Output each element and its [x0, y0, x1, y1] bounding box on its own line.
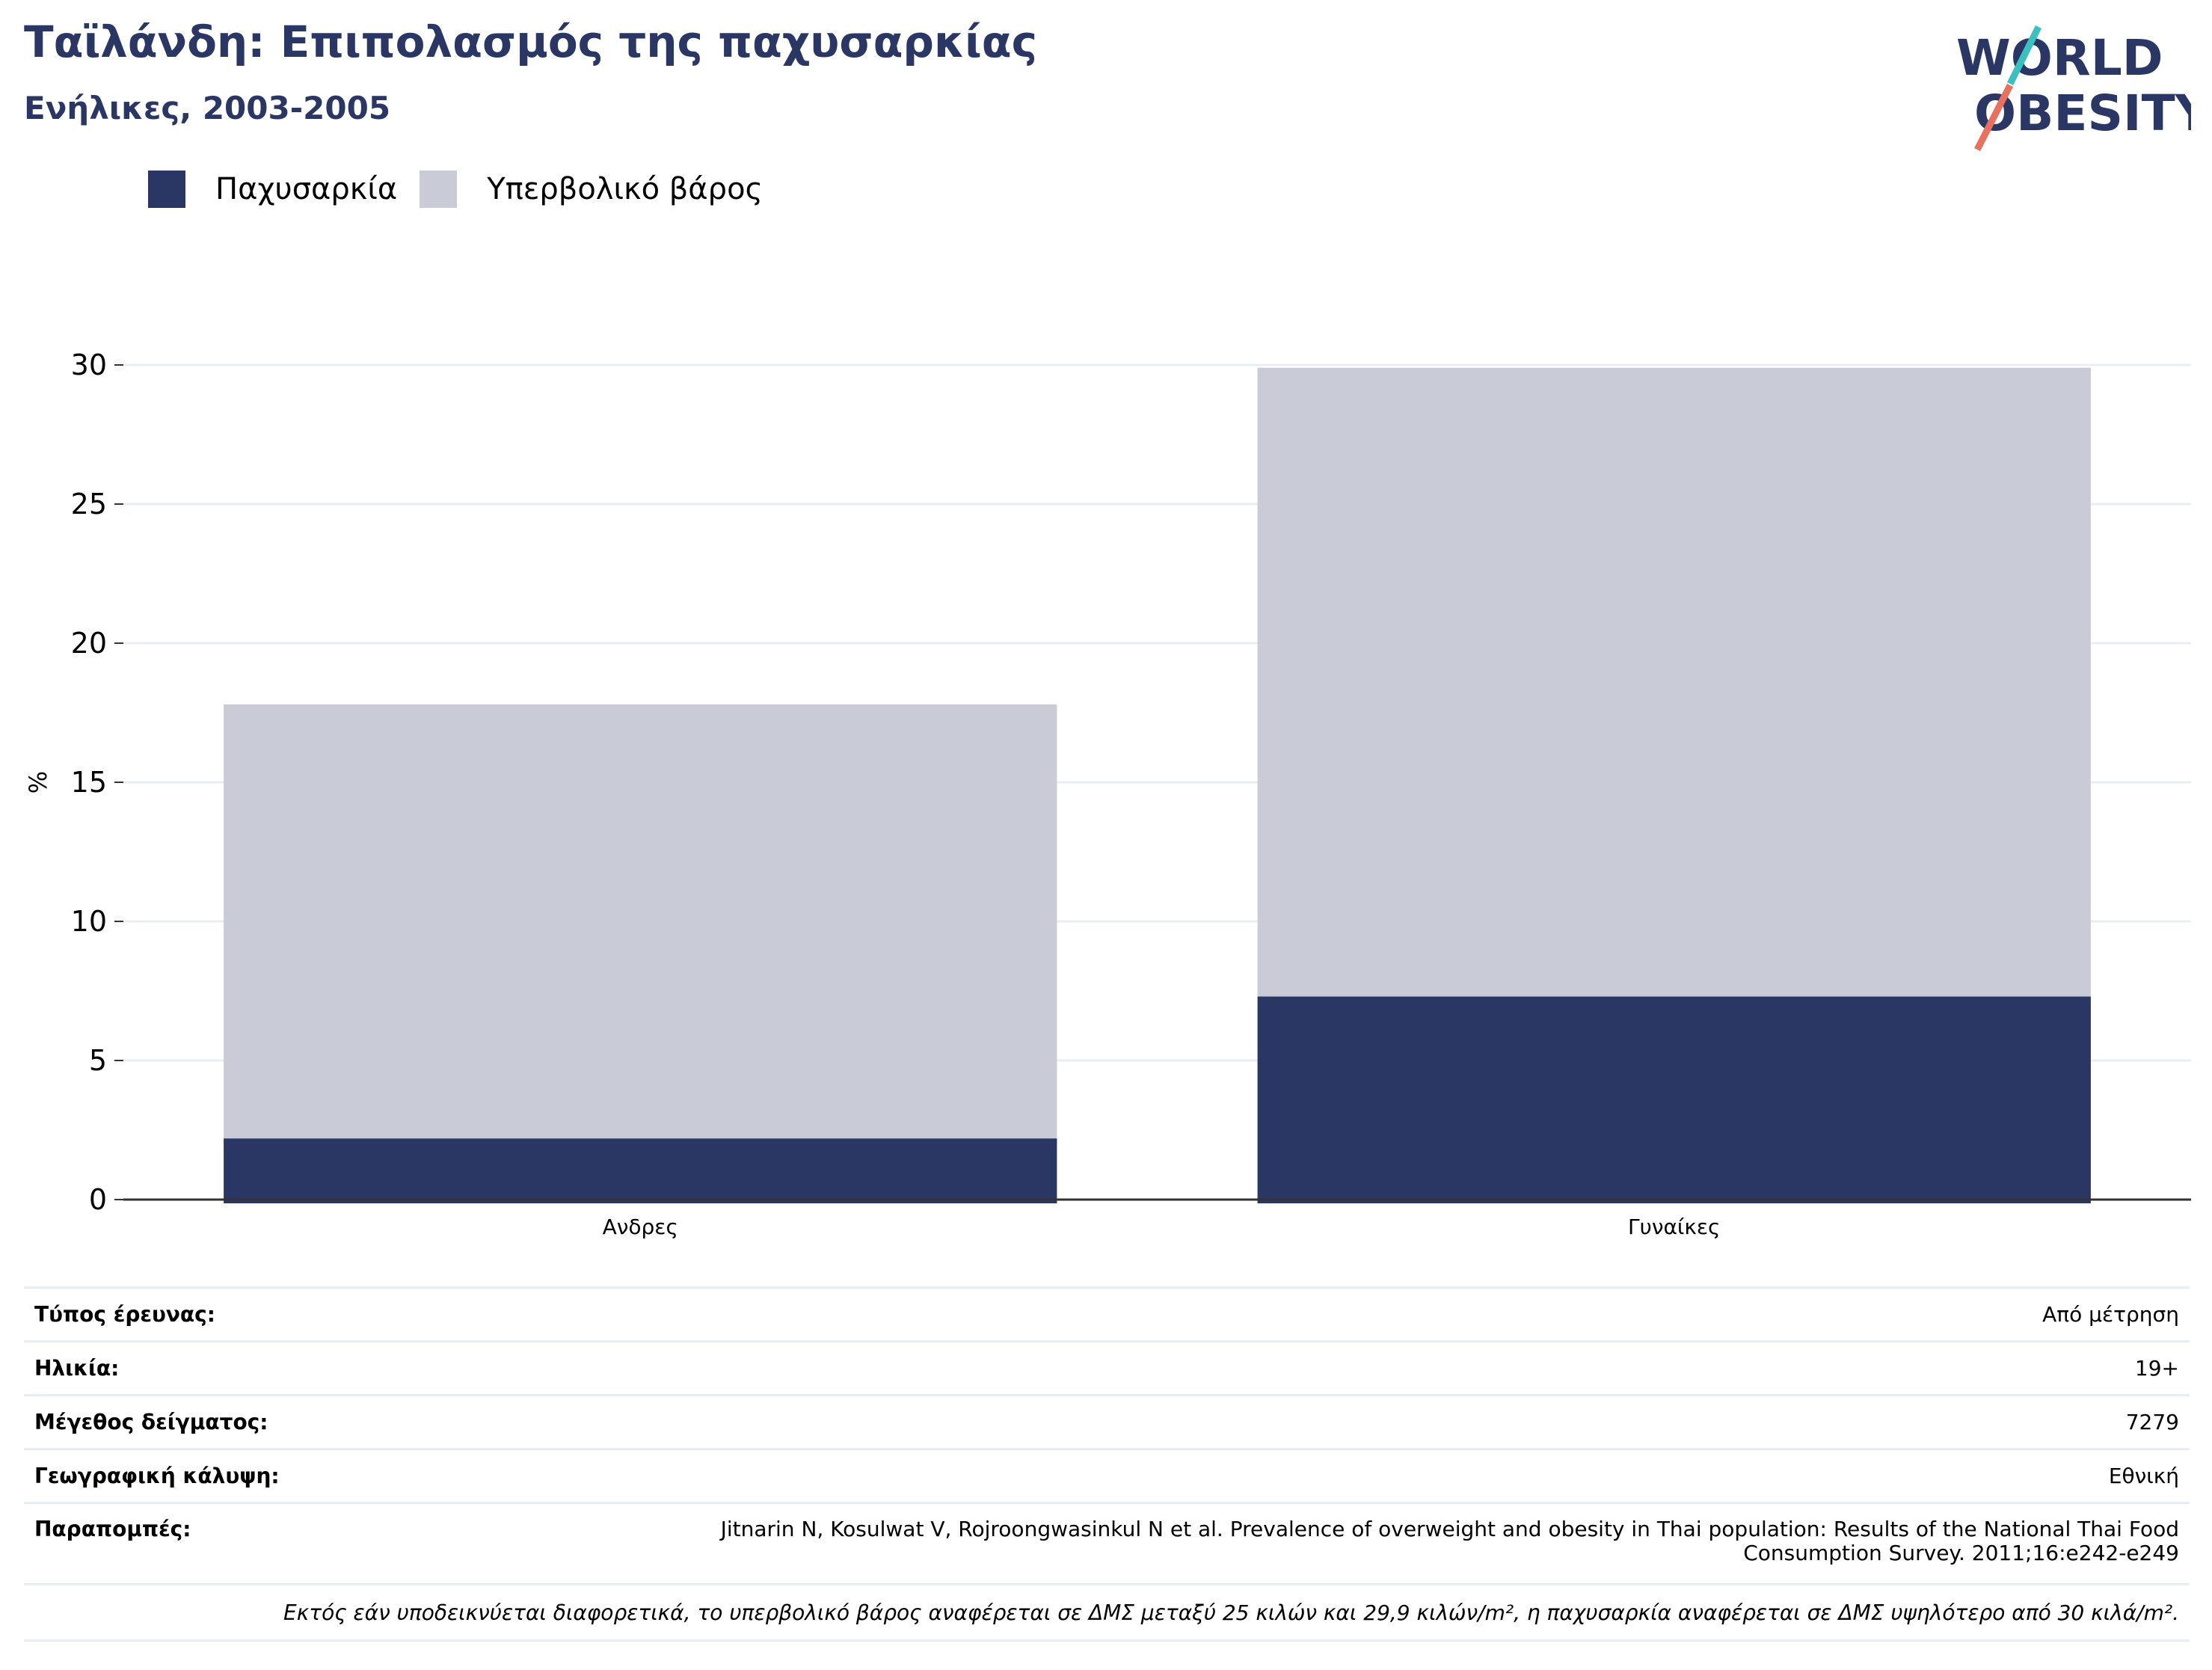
y-axis-label: % — [24, 771, 52, 793]
info-key: Τύπος έρευνας: — [24, 1286, 419, 1342]
y-axis-ticks: 0 5 10 15 20 25 30 — [71, 349, 123, 1216]
legend-item-obesity[interactable]: Παχυσαρκία — [148, 171, 397, 208]
bars — [224, 367, 2091, 1203]
info-row-sample-size: Μέγεθος δείγματος: 7279 — [24, 1394, 2190, 1449]
legend-swatch-overweight — [420, 171, 458, 208]
y-tick-label: 5 — [89, 1044, 107, 1077]
logo-slash-coral — [1973, 83, 2014, 152]
bar-overweight-0[interactable] — [224, 704, 1057, 1139]
bar-chart: 0 5 10 15 20 25 30 Ανδρες Γυναίκες % — [24, 349, 2191, 1239]
info-row-note: Εκτός εάν υποδεικνύεται διαφορετικά, το … — [24, 1583, 2190, 1642]
bar-obesity-0[interactable] — [224, 1138, 1057, 1203]
info-value-references: Jitnarin N, Kosulwat V, Rojroongwasinkul… — [419, 1502, 2190, 1585]
info-key: Παραπομπές: — [24, 1502, 419, 1585]
legend-label-overweight: Υπερβολικό βάρος — [487, 172, 764, 206]
legend-swatch-obesity — [148, 171, 185, 208]
info-row-age: Ηλικία: 19+ — [24, 1340, 2190, 1396]
y-tick-label: 0 — [89, 1183, 107, 1216]
definition-note: Εκτός εάν υποδεικνύεται διαφορετικά, το … — [24, 1583, 2190, 1642]
survey-info-table: Τύπος έρευνας: Από μέτρηση Ηλικία: 19+ Μ… — [24, 1286, 2190, 1642]
logo-line1: WORLD — [1956, 29, 2163, 87]
y-tick-label: 20 — [71, 627, 107, 660]
y-tick-label: 25 — [71, 488, 107, 521]
logo-line2: OBESITY — [1974, 85, 2191, 142]
y-tick-label: 15 — [71, 766, 107, 799]
x-axis-ticks: Ανδρες Γυναίκες — [603, 1215, 1721, 1239]
legend-label-obesity: Παχυσαρκία — [215, 172, 398, 206]
chart-subtitle: Ενήλικες, 2003-2005 — [24, 90, 391, 126]
chart-title: Ταϊλάνδη: Επιπολασμός της παχυσαρκίας — [24, 16, 1037, 67]
logo-slash-teal — [2006, 25, 2042, 86]
info-row-references: Παραπομπές: Jitnarin N, Kosulwat V, Rojr… — [24, 1502, 2190, 1585]
info-key: Ηλικία: — [24, 1340, 419, 1396]
chart-legend: Παχυσαρκία Υπερβολικό βάρος — [148, 171, 785, 208]
y-tick-label: 10 — [71, 905, 107, 938]
info-key: Γεωγραφική κάλυψη: — [24, 1448, 419, 1503]
bar-overweight-1[interactable] — [1257, 367, 2091, 997]
info-value: Από μέτρηση — [419, 1286, 2190, 1342]
world-obesity-logo: WORLD OBESITY — [1956, 25, 2191, 152]
x-tick-label: Γυναίκες — [1628, 1215, 1720, 1239]
legend-item-overweight[interactable]: Υπερβολικό βάρος — [420, 171, 763, 208]
info-key: Μέγεθος δείγματος: — [24, 1394, 419, 1449]
bar-obesity-1[interactable] — [1257, 996, 2091, 1203]
info-value: Εθνική — [419, 1448, 2190, 1503]
info-row-coverage: Γεωγραφική κάλυψη: Εθνική — [24, 1448, 2190, 1503]
info-row-survey-type: Τύπος έρευνας: Από μέτρηση — [24, 1286, 2190, 1342]
reference-line-2: Consumption Survey. 2011;16:e242-e249 — [1743, 1541, 2179, 1565]
y-tick-label: 30 — [71, 349, 107, 381]
reference-line-1: Jitnarin N, Kosulwat V, Rojroongwasinkul… — [720, 1517, 2179, 1541]
x-tick-label: Ανδρες — [603, 1215, 678, 1239]
info-value: 19+ — [419, 1340, 2190, 1396]
info-value: 7279 — [419, 1394, 2190, 1449]
